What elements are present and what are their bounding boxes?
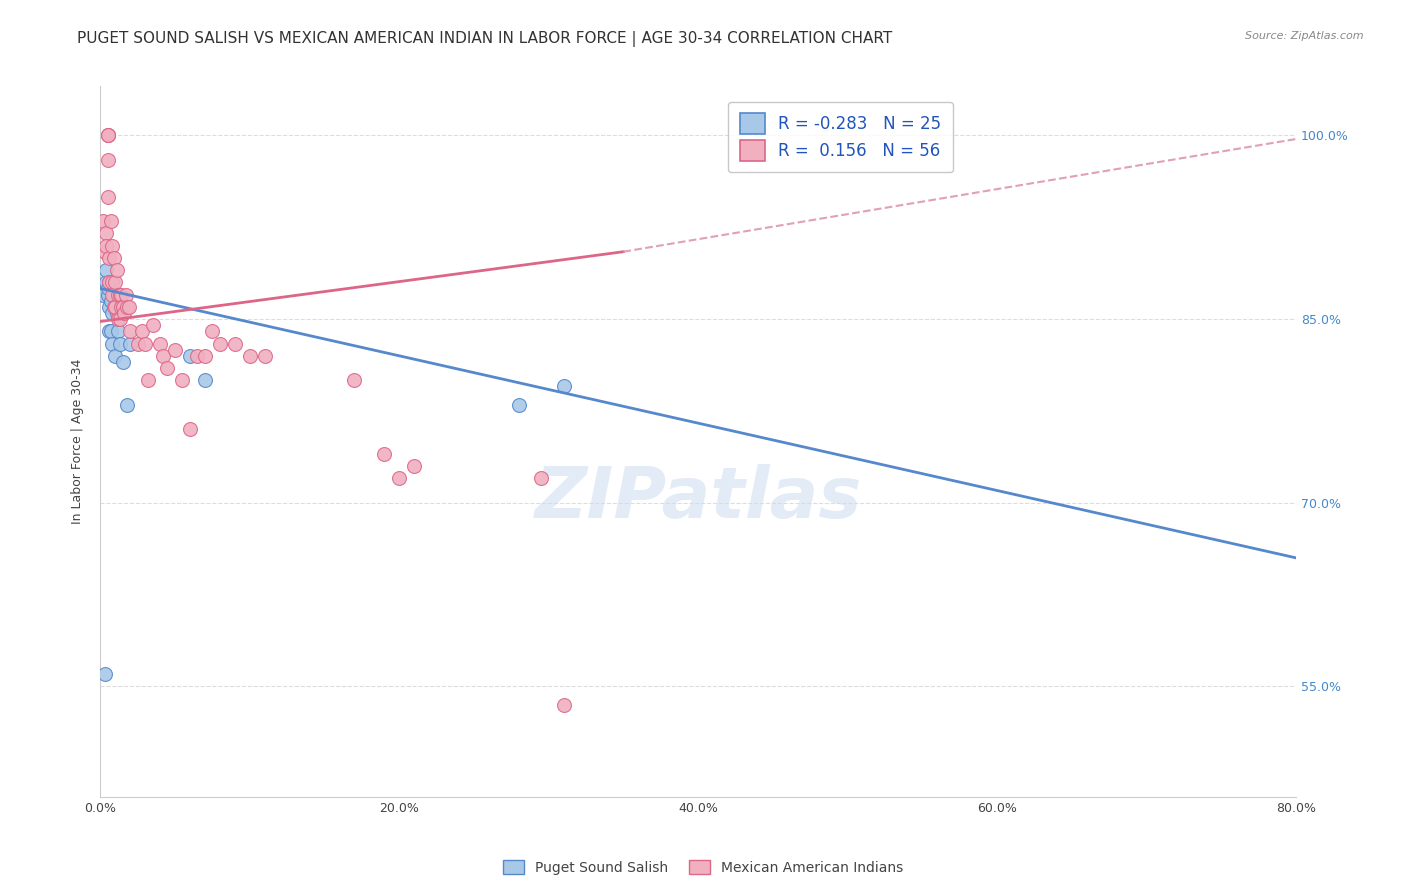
Point — [101, 238, 124, 252]
Point — [98, 324, 121, 338]
Point — [114, 287, 136, 301]
Point — [127, 336, 149, 351]
Point — [97, 281, 120, 295]
Point — [134, 336, 156, 351]
Point — [97, 287, 120, 301]
Text: PUGET SOUND SALISH VS MEXICAN AMERICAN INDIAN IN LABOR FORCE | AGE 30-34 CORRELA: PUGET SOUND SALISH VS MEXICAN AMERICAN I… — [77, 31, 893, 47]
Point — [108, 287, 131, 301]
Point — [530, 471, 553, 485]
Point — [179, 349, 201, 363]
Point — [108, 336, 131, 351]
Point — [553, 698, 575, 712]
Point — [112, 306, 135, 320]
Y-axis label: In Labor Force | Age 30-34: In Labor Force | Age 30-34 — [72, 359, 84, 524]
Point — [201, 324, 224, 338]
Point — [98, 300, 121, 314]
Point — [179, 422, 201, 436]
Point — [93, 244, 115, 259]
Point — [110, 300, 132, 314]
Text: ZIPatlas: ZIPatlas — [534, 464, 862, 533]
Point — [98, 275, 121, 289]
Point — [105, 306, 128, 320]
Point — [101, 287, 124, 301]
Point — [104, 300, 127, 314]
Point — [103, 300, 125, 314]
Point — [98, 275, 121, 289]
Point — [101, 306, 124, 320]
Point — [156, 361, 179, 376]
Point — [107, 287, 129, 301]
Point — [373, 447, 395, 461]
Point — [111, 300, 134, 314]
Point — [97, 189, 120, 203]
Point — [194, 349, 217, 363]
Point — [120, 324, 142, 338]
Point — [115, 398, 138, 412]
Point — [101, 336, 124, 351]
Point — [186, 349, 208, 363]
Point — [103, 287, 125, 301]
Point — [208, 336, 231, 351]
Point — [152, 349, 174, 363]
Point — [101, 275, 124, 289]
Point — [96, 263, 118, 277]
Point — [103, 251, 125, 265]
Text: Source: ZipAtlas.com: Source: ZipAtlas.com — [1246, 31, 1364, 41]
Point — [104, 349, 127, 363]
Point — [96, 227, 118, 241]
Point — [136, 373, 159, 387]
Point — [100, 324, 122, 338]
Point — [97, 128, 120, 143]
Point — [111, 355, 134, 369]
Point — [107, 324, 129, 338]
Point — [149, 336, 172, 351]
Point — [96, 275, 118, 289]
Point — [194, 373, 217, 387]
Point — [110, 287, 132, 301]
Point — [120, 336, 142, 351]
Legend: Puget Sound Salish, Mexican American Indians: Puget Sound Salish, Mexican American Ind… — [498, 855, 908, 880]
Legend: R = -0.283   N = 25, R =  0.156   N = 56: R = -0.283 N = 25, R = 0.156 N = 56 — [728, 102, 953, 172]
Point — [224, 336, 246, 351]
Point — [404, 458, 426, 473]
Point — [115, 300, 138, 314]
Point — [172, 373, 194, 387]
Point — [98, 251, 121, 265]
Point — [141, 318, 163, 333]
Point — [104, 275, 127, 289]
Point — [388, 471, 411, 485]
Point — [91, 214, 114, 228]
Point — [100, 214, 122, 228]
Point — [105, 263, 128, 277]
Point — [97, 153, 120, 167]
Point — [97, 128, 120, 143]
Point — [131, 324, 153, 338]
Point — [553, 379, 575, 393]
Point — [97, 128, 120, 143]
Point — [91, 287, 114, 301]
Point — [253, 349, 276, 363]
Point — [163, 343, 186, 357]
Point — [343, 373, 366, 387]
Point — [117, 300, 139, 314]
Point — [508, 398, 530, 412]
Point — [96, 238, 118, 252]
Point — [93, 667, 115, 681]
Point — [108, 312, 131, 326]
Point — [107, 312, 129, 326]
Point — [100, 293, 122, 308]
Point — [239, 349, 262, 363]
